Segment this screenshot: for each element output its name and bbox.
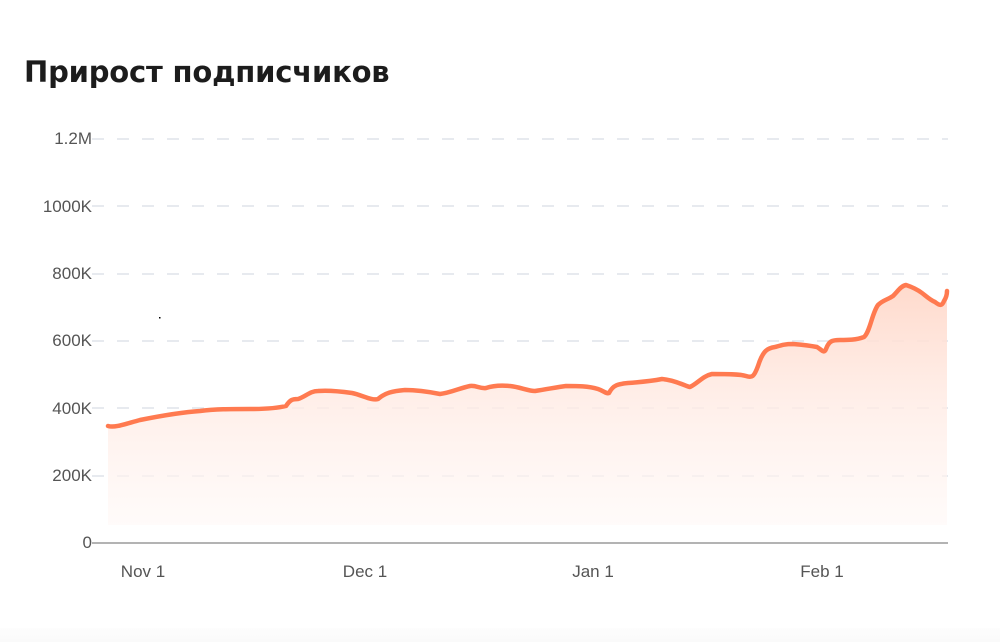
y-tick-label: 800K [52,264,92,283]
x-tick-label: Nov 1 [120,562,166,581]
y-tick-label: 0 [82,533,92,552]
y-tick-label: 400K [52,399,92,418]
y-tick-label: 1000K [42,197,92,216]
x-tick-label: Dec 1 [342,562,388,581]
area-fill [108,285,947,525]
x-tick-label: Feb 1 [800,562,844,581]
y-tick-label: 600K [52,331,92,350]
y-tick-label: 1.2M [54,129,92,148]
chart-title: Прирост подписчиков [24,55,390,89]
series-line [105,282,950,429]
card-bottom-edge [0,628,1000,642]
x-tick-label: Jan 1 [572,562,614,581]
y-tick-label: 200K [52,466,92,485]
